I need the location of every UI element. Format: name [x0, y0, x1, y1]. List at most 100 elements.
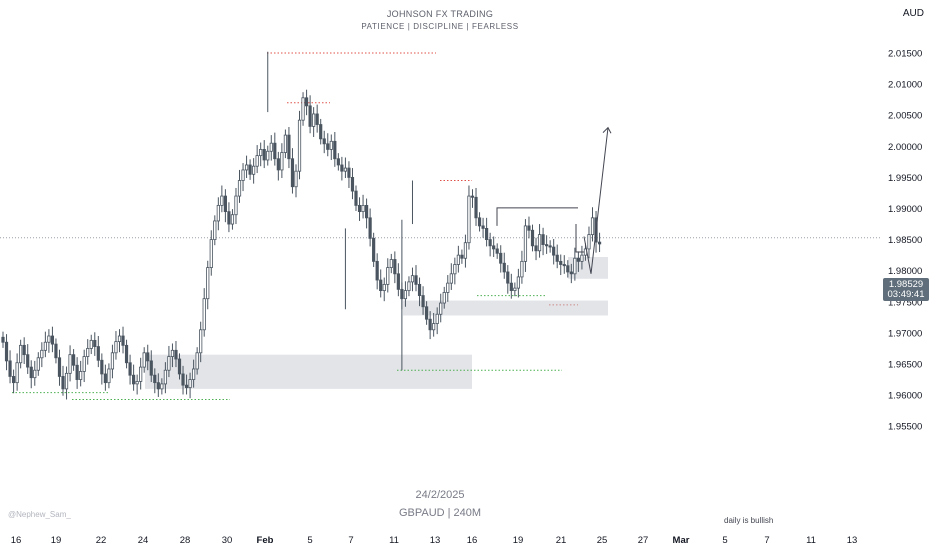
- candle-body: [386, 267, 390, 285]
- currency-label[interactable]: AUD: [902, 8, 924, 19]
- candle-body: [287, 134, 291, 160]
- candle-body: [8, 360, 12, 377]
- candle-body: [424, 306, 429, 320]
- candle-body: [124, 344, 129, 364]
- candle-body: [241, 169, 245, 181]
- price-level-lines: [0, 52, 880, 400]
- candle-body: [160, 383, 164, 390]
- candle-body: [410, 275, 415, 283]
- candle-body: [181, 373, 185, 386]
- candle-body: [223, 195, 227, 213]
- candle-body: [177, 358, 182, 375]
- candle-body: [89, 339, 93, 349]
- price-tick-label: 2.00000: [888, 142, 922, 153]
- candle-body: [446, 282, 450, 293]
- candle-body: [68, 354, 72, 374]
- candle-body: [516, 276, 520, 289]
- candle-body: [403, 290, 408, 300]
- arrow-head: [602, 126, 612, 134]
- time-tick-label: 16: [467, 535, 478, 546]
- candle-body: [209, 239, 213, 268]
- candle-body: [555, 254, 559, 262]
- last-price-value: 1.98529: [888, 279, 924, 290]
- candle-body: [520, 260, 524, 278]
- bar-countdown: 03:49:41: [887, 289, 925, 300]
- candle-body: [117, 335, 122, 343]
- chart-annotations: [496, 126, 612, 274]
- candle-body: [396, 273, 400, 290]
- price-tick-label: 1.97000: [888, 328, 922, 339]
- candle-body: [11, 376, 16, 384]
- candle-body: [573, 257, 577, 275]
- candle-body: [146, 352, 150, 362]
- price-tick-label: 2.01500: [888, 49, 922, 60]
- candle-body: [1, 336, 5, 343]
- candle-body: [294, 170, 298, 188]
- time-tick-label: 22: [96, 535, 107, 546]
- candle-body: [361, 204, 365, 213]
- candle-body: [156, 382, 160, 390]
- candle-body: [326, 143, 330, 150]
- candle-body: [343, 167, 348, 172]
- price-tick-label: 1.97500: [888, 297, 922, 308]
- chart-title: JOHNSON FX TRADING: [386, 9, 494, 19]
- candle-body: [488, 239, 492, 247]
- candle-body: [329, 140, 333, 150]
- time-axis: 16 19 22 24 28 30 Feb 5 7 11 13 16 19 21 25 27 Mar 5 7 11 13: [11, 535, 858, 546]
- author-watermark: @Nephew_Sam_: [8, 510, 71, 519]
- candle-body: [227, 211, 231, 225]
- candle-body: [340, 164, 344, 172]
- candle-body: [530, 229, 535, 247]
- candle-body: [280, 152, 284, 171]
- candle-body: [234, 195, 238, 216]
- candle-body: [456, 254, 460, 265]
- candle-body: [33, 369, 37, 379]
- candle-body: [216, 204, 220, 222]
- candle-body: [364, 204, 369, 219]
- candle-body: [4, 341, 9, 362]
- candle-body: [537, 234, 542, 252]
- candle-body: [199, 329, 203, 354]
- candle-body: [195, 352, 199, 370]
- time-tick-label: 7: [348, 535, 353, 546]
- price-tick-label: 1.98500: [888, 235, 922, 246]
- candle-body: [237, 180, 242, 197]
- candle-body: [100, 359, 104, 375]
- candle-body: [110, 352, 115, 370]
- candle-body: [188, 379, 192, 389]
- time-tick-label: 24: [138, 535, 149, 546]
- candle-body: [132, 374, 136, 385]
- candle-body: [255, 155, 259, 167]
- candle-body: [509, 282, 513, 292]
- candle-body: [442, 292, 446, 304]
- last-price-badge[interactable]: 1.98529 03:49:41: [883, 278, 929, 301]
- candle-body: [135, 381, 139, 385]
- candle-body: [389, 259, 393, 268]
- candle-body: [460, 254, 464, 259]
- candle-body: [368, 217, 372, 239]
- candle-body: [382, 283, 386, 292]
- candle-body: [357, 204, 362, 213]
- candle-body: [580, 254, 584, 262]
- candle-body: [47, 335, 51, 343]
- candle-body: [467, 195, 471, 244]
- candle-body: [319, 124, 323, 140]
- candle-body: [82, 356, 86, 372]
- candle-body: [61, 376, 65, 390]
- pullback-bracket: [575, 224, 584, 253]
- candle-body: [439, 302, 443, 315]
- candle-body: [566, 265, 570, 273]
- candle-body: [333, 140, 337, 160]
- range-bracket: [496, 207, 578, 226]
- candle-body: [463, 242, 468, 259]
- time-tick-label: Feb: [257, 535, 274, 546]
- price-tick-label: 1.96000: [888, 391, 922, 402]
- candle-body: [290, 158, 295, 188]
- candle-body: [54, 343, 58, 359]
- candle-body: [432, 323, 436, 331]
- candle-body: [79, 371, 83, 380]
- candle-body: [428, 318, 432, 331]
- candle-body: [262, 149, 266, 161]
- price-tick-label: 1.99000: [888, 204, 922, 215]
